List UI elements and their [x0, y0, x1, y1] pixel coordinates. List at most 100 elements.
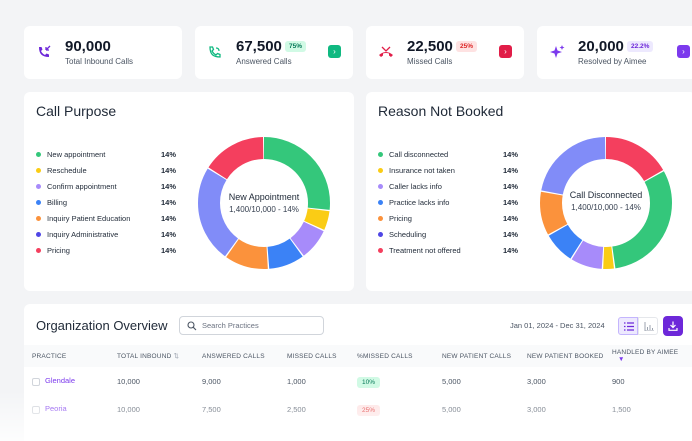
donut-segment[interactable] [540, 137, 672, 269]
percent-badge: 22.2% [627, 41, 654, 52]
donut-segment[interactable] [540, 137, 672, 269]
list-view-toggle[interactable] [618, 317, 638, 335]
legend-percent: 14% [502, 197, 518, 207]
handled-by-aimee-cell: 1,500 [612, 404, 631, 414]
chart-view-toggle[interactable] [638, 317, 658, 335]
legend-percent: 14% [160, 165, 176, 175]
donut-segment[interactable] [198, 137, 330, 269]
legend-item: Reschedule 14% [36, 162, 176, 178]
legend-percent: 14% [502, 229, 518, 239]
phone-incoming-icon [39, 45, 51, 57]
legend-dot [378, 231, 383, 237]
legend-dot [36, 167, 41, 173]
legend-percent: 14% [160, 229, 176, 239]
row-checkbox[interactable] [32, 405, 40, 414]
legend-label: Reschedule [47, 165, 87, 175]
legend-percent: 14% [160, 181, 176, 191]
handled-by-aimee-cell: 900 [612, 376, 625, 386]
column-header-new-patient-calls[interactable]: NEW PATIENT CALLS [434, 345, 519, 367]
sort-icon: ⇅ [173, 353, 180, 360]
legend-label: Billing [47, 197, 68, 207]
search-input[interactable]: Search Practices [179, 316, 324, 335]
legend-dot [378, 167, 383, 173]
donut-segment[interactable] [540, 137, 672, 269]
donut-segment[interactable] [198, 137, 330, 269]
date-range-picker[interactable]: Jan 01, 2024 - Dec 31, 2024 [510, 321, 605, 330]
list-icon [624, 322, 634, 331]
new-patient-booked-cell: 3,000 [527, 404, 546, 414]
column-header-answered-calls[interactable]: ANSWERED CALLS [194, 345, 279, 367]
arrow-right-button[interactable]: › [677, 45, 690, 58]
phone-missed-icon [379, 46, 393, 57]
donut-segment[interactable] [198, 137, 330, 269]
legend-item: Billing 14% [36, 194, 176, 210]
legend-dot [378, 247, 383, 253]
total-inbound-cell: 10,000 [117, 376, 140, 386]
pct-badge: 25% [357, 404, 381, 416]
column-header-handled-by-aimee[interactable]: HANDLED BY AIMEE ▼ [604, 345, 692, 367]
legend-percent: 14% [502, 213, 518, 223]
arrow-right-button[interactable]: › [499, 45, 512, 58]
donut-segment[interactable] [540, 137, 672, 269]
arrow-right-button[interactable]: › [328, 45, 341, 58]
legend-label: Pricing [47, 245, 70, 255]
column-header-pct-missed[interactable]: %MISSED CALLS [349, 345, 434, 367]
column-header-missed-calls[interactable]: MISSED CALLS [279, 345, 349, 367]
reason-not-booked-legend: Call disconnected 14% Insurance not taken 1… [378, 146, 518, 258]
stat-label: Missed Calls [407, 57, 453, 66]
bar-chart-icon [644, 322, 654, 331]
legend-item: Insurance not taken 14% [378, 162, 518, 178]
missed-cell: 1,000 [287, 376, 306, 386]
stat-card-answered: 67,500 Answered Calls 75% › [195, 26, 353, 79]
legend-dot [36, 215, 41, 221]
legend-percent: 14% [160, 197, 176, 207]
reason-not-booked-panel: Reason Not Booked Call disconnected 14% In… [366, 92, 692, 291]
legend-dot [36, 199, 41, 205]
table-row[interactable]: Peoria 10,000 7,500 2,500 25% 5,000 3,00… [24, 395, 692, 423]
call-purpose-legend: New appointment 14% Reschedule 14% Confirm a… [36, 146, 176, 258]
legend-percent: 14% [502, 245, 518, 255]
legend-item: New appointment 14% [36, 146, 176, 162]
legend-item: Practice lacks info 14% [378, 194, 518, 210]
pct-missed-cell: 10% [349, 367, 434, 395]
legend-item: Scheduling 14% [378, 226, 518, 242]
donut-center-title: New Appointment [229, 192, 300, 202]
practice-cell[interactable]: Glendale [24, 367, 109, 395]
filter-icon[interactable]: ▼ [618, 356, 625, 363]
legend-dot [36, 231, 41, 237]
stat-label: Total Inbound Calls [65, 57, 134, 66]
legend-item: Caller lacks info 14% [378, 178, 518, 194]
panel-title: Call Purpose [36, 103, 117, 119]
practice-link[interactable]: Peoria [45, 404, 67, 414]
practice-cell[interactable]: Peoria [24, 395, 109, 423]
column-header-practice[interactable]: PRACTICE [24, 345, 109, 367]
export-button[interactable] [663, 316, 683, 336]
legend-item: Pricing 14% [36, 242, 176, 258]
legend-percent: 14% [502, 149, 518, 159]
legend-label: Caller lacks info [389, 181, 442, 191]
missed-cell: 2,500 [287, 404, 306, 414]
sparkle-icon [550, 45, 565, 58]
row-checkbox[interactable] [32, 377, 40, 386]
search-placeholder: Search Practices [202, 321, 259, 330]
column-header-new-patient-booked[interactable]: NEW PATIENT BOOKED [519, 345, 604, 367]
table-row[interactable]: Glendale 10,000 9,000 1,000 10% 5,000 3,… [24, 367, 692, 395]
legend-percent: 14% [502, 165, 518, 175]
legend-label: Scheduling [389, 229, 427, 239]
legend-item: Inquiry Administrative 14% [36, 226, 176, 242]
panel-title: Reason Not Booked [378, 103, 504, 119]
donut-center-title: Call Disconnected [570, 190, 643, 200]
practice-link[interactable]: Glendale [45, 376, 76, 386]
legend-dot [36, 183, 41, 189]
answered-cell: 7,500 [202, 404, 221, 414]
donut-center-subtitle: 1,400/10,000 - 14% [229, 205, 299, 214]
pct-missed-cell: 25% [349, 395, 434, 423]
column-header-label: TOTAL INBOUND [117, 353, 172, 360]
column-header-total-inbound[interactable]: TOTAL INBOUND ⇅ [109, 345, 194, 367]
legend-label: Call disconnected [389, 149, 449, 159]
organization-table: PRACTICE TOTAL INBOUND ⇅ ANSWERED CALLS … [24, 345, 692, 423]
stat-label: Resolved by Aimee [578, 57, 647, 66]
stat-card-total-inbound: 90,000 Total Inbound Calls [24, 26, 182, 79]
legend-dot [378, 215, 383, 221]
stat-value: 20,000 [578, 38, 624, 55]
